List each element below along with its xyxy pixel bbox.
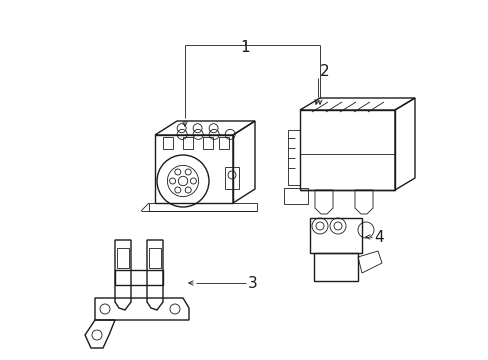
Bar (163, 137, 173, 149)
Bar (219, 137, 228, 149)
Bar (117, 248, 129, 268)
Text: 2: 2 (319, 64, 329, 80)
Bar (203, 137, 213, 149)
Text: 1: 1 (240, 40, 249, 55)
Text: 3: 3 (247, 275, 257, 291)
Bar (183, 137, 193, 149)
Text: 4: 4 (373, 230, 383, 244)
Circle shape (178, 176, 187, 186)
Bar (149, 248, 161, 268)
